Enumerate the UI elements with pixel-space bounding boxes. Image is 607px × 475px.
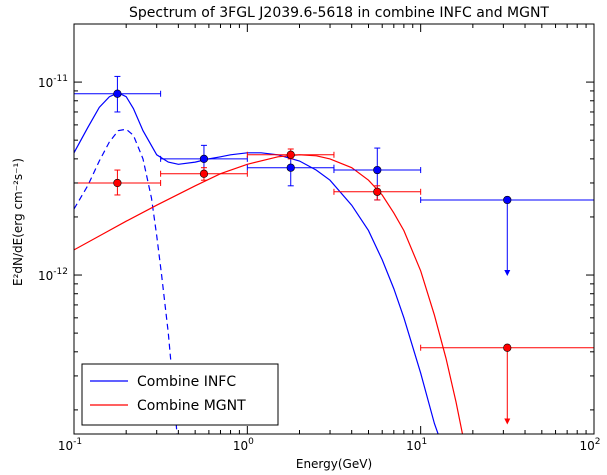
x-tick-label: 10-1 <box>58 437 82 453</box>
data-point-infc <box>199 154 209 163</box>
data-point-mgnt <box>199 169 209 178</box>
x-tick-label: 100 <box>233 437 254 453</box>
data-point-infc <box>113 89 122 98</box>
ul-arrow-head-infc <box>504 270 511 277</box>
y-tick-label: 10-12 <box>38 267 68 283</box>
legend-label-mgnt: Combine MGNT <box>137 398 246 414</box>
legend-label-infc: Combine INFC <box>137 374 236 390</box>
data-point-mgnt <box>113 178 122 188</box>
y-tick-label: 10-11 <box>38 74 68 90</box>
model-curves <box>74 92 464 434</box>
ul-arrow-head-mgnt <box>504 418 511 425</box>
x-tick-label: 102 <box>579 437 600 453</box>
legend-box <box>81 363 279 426</box>
y-axis-label: E²dN/dE(erg cm⁻²s⁻¹) <box>11 158 25 286</box>
data-point-mgnt <box>373 187 382 196</box>
model-curve-infc-dashed <box>74 128 178 434</box>
legend: Combine INFC Combine MGNT <box>81 363 279 426</box>
x-tick-label: 101 <box>406 437 427 453</box>
data-point-infc <box>286 163 295 172</box>
model-curve-mgnt-solid <box>74 154 464 434</box>
data-point-mgnt <box>286 150 295 159</box>
ul-point-mgnt <box>503 343 512 352</box>
data-points <box>74 75 594 425</box>
plot-frame <box>73 23 595 435</box>
data-point-infc <box>373 165 382 175</box>
axis-ticks: 10-1 100 101 102 10-12 10-11 <box>38 24 601 453</box>
ul-point-infc <box>503 195 512 205</box>
model-curve-infc-solid <box>74 92 439 434</box>
chart-title: Spectrum of 3FGL J2039.6-5618 in combine… <box>129 5 549 21</box>
x-axis-label: Energy(GeV) <box>296 457 372 471</box>
